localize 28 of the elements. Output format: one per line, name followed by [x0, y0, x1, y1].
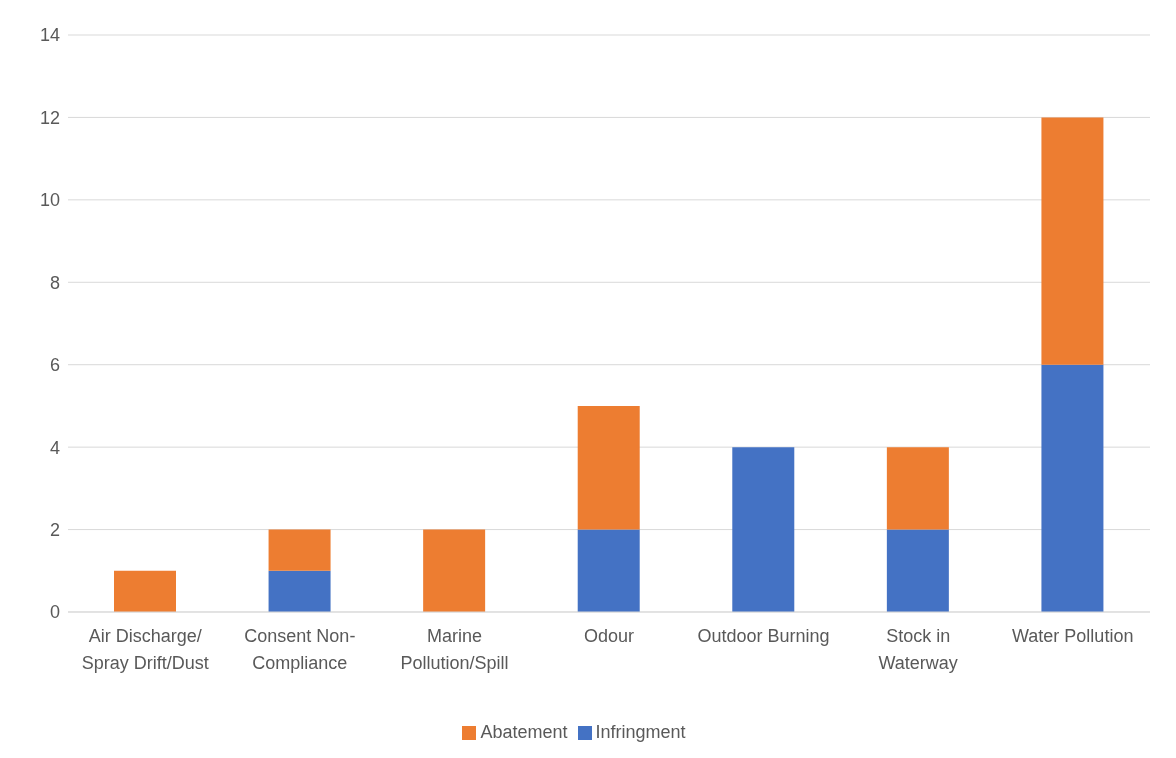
- x-tick-label: Water Pollution: [1012, 626, 1134, 646]
- x-tick-label: Marine Pollution/Spill: [400, 626, 509, 673]
- y-tick-label: 8: [49, 272, 60, 293]
- y-tick-label: 2: [49, 519, 60, 540]
- bar: [577, 405, 640, 530]
- bar: [423, 529, 486, 612]
- bar: [577, 529, 640, 612]
- bar: [732, 447, 795, 612]
- x-tick-label: Consent Non-Compliance: [244, 626, 356, 673]
- bar: [1041, 364, 1104, 612]
- bar: [268, 570, 331, 612]
- bar: [1041, 117, 1104, 365]
- x-tick-label: Air Discharge/Spray Drift/Dust: [81, 626, 209, 673]
- bar: [268, 529, 331, 571]
- y-tick-label: 14: [39, 25, 60, 46]
- bar: [886, 529, 949, 612]
- y-tick-label: 12: [39, 107, 60, 128]
- y-tick-label: 6: [49, 355, 60, 376]
- y-tick-label: 0: [49, 602, 60, 623]
- y-tick-label: 10: [39, 190, 60, 211]
- legend-label: Infringment: [595, 722, 686, 742]
- x-tick-label: Outdoor Burning: [697, 626, 830, 646]
- y-tick-label: 4: [49, 437, 60, 458]
- x-tick-label: Odour: [583, 626, 635, 646]
- x-tick-label: Stock in Waterway: [878, 626, 958, 673]
- bar: [886, 447, 949, 530]
- legend-label: Abatement: [480, 722, 568, 742]
- bar: [114, 570, 176, 612]
